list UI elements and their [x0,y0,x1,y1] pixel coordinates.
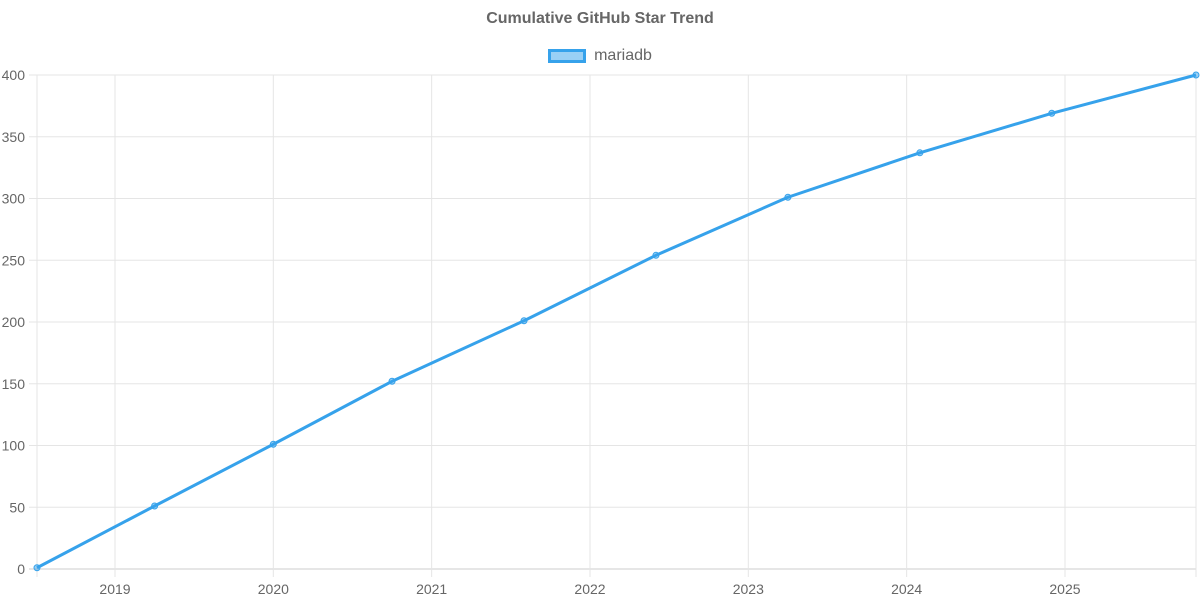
y-tick-label: 400 [2,67,26,83]
legend-swatch[interactable] [548,49,587,63]
y-tick-label: 50 [9,499,25,515]
series-line [36,73,1197,570]
data-point [1192,71,1200,79]
data-point [784,193,792,201]
x-tick-label: 2022 [574,581,605,597]
x-tick-label: 2020 [258,581,289,597]
x-tick-label: 2025 [1049,581,1080,597]
x-tick-label: 2021 [416,581,447,597]
data-point [916,149,924,157]
data-point [269,440,277,448]
y-tick-label: 100 [2,438,26,454]
data-point [520,317,528,325]
legend: mariadb [0,47,1200,65]
chart-title: Cumulative GitHub Star Trend [486,10,714,27]
x-tick-label: 2019 [99,581,130,597]
y-tick-label: 150 [2,376,26,392]
y-tick-label: 350 [2,129,26,145]
data-point [652,251,660,259]
y-tick-label: 300 [2,191,26,207]
data-point [388,377,396,385]
y-tick-label: 200 [2,314,26,330]
x-tick-label: 2023 [733,581,764,597]
legend-label[interactable]: mariadb [594,47,652,64]
y-tick-label: 0 [17,561,25,577]
data-point [151,502,159,510]
x-tick-label: 2024 [891,581,922,597]
data-point [33,564,41,572]
y-tick-label: 250 [2,252,26,268]
data-point [1048,109,1056,117]
